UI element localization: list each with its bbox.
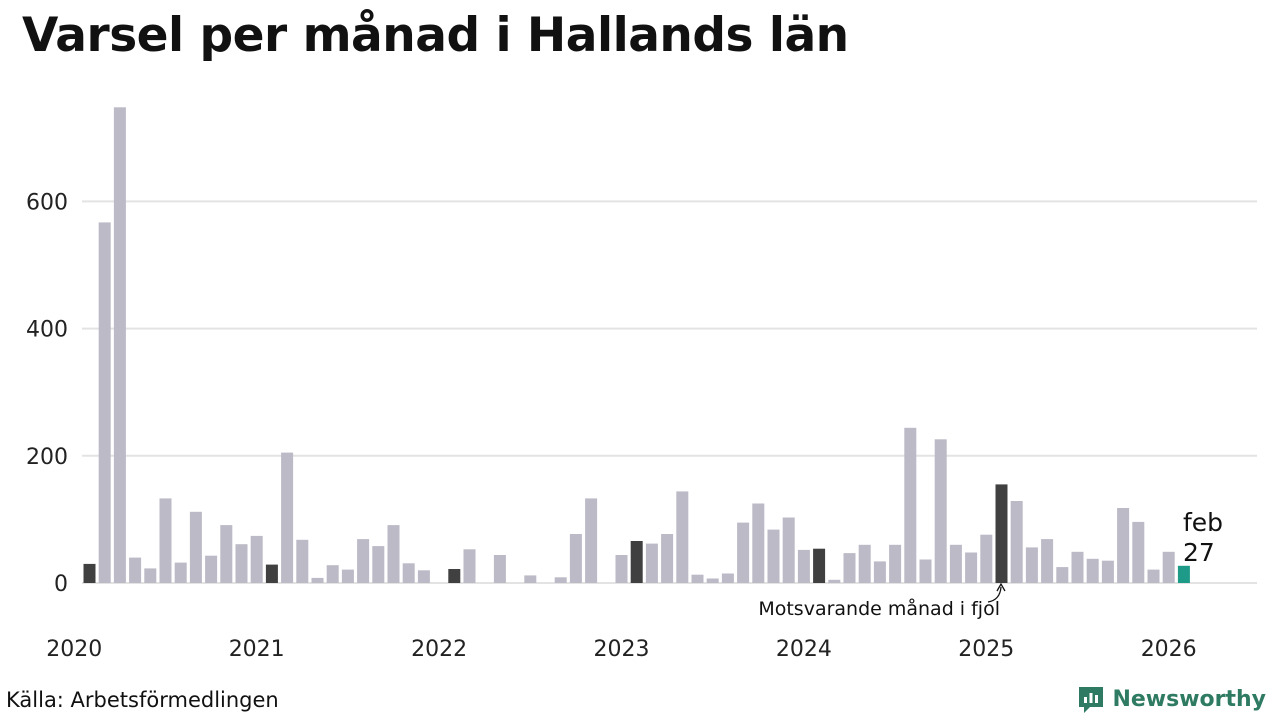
bar-2020-11 — [220, 525, 233, 583]
bar-2025-12 — [1147, 569, 1160, 583]
bar-2022-05 — [493, 555, 506, 583]
bar-same-month-2020-02 — [83, 563, 96, 583]
bar-2021-03 — [281, 452, 294, 583]
bar-2021-07 — [341, 569, 354, 583]
bar-2021-11 — [402, 563, 415, 583]
bar-2020-03 — [98, 222, 111, 583]
source-note: Källa: Arbetsförmedlingen — [6, 688, 279, 712]
latest-month-label: feb — [1183, 508, 1223, 537]
bar-2024-11 — [949, 544, 962, 583]
bar-2024-07 — [889, 544, 902, 583]
bar-same-month-2022-02 — [448, 569, 461, 583]
bar-2024-01 — [797, 549, 810, 583]
x-tick-label: 2023 — [594, 637, 650, 662]
bar-2023-07 — [706, 578, 719, 583]
chart-title: Varsel per månad i Hallands län — [22, 8, 849, 63]
bar-2024-10 — [934, 439, 947, 583]
latest-value: 27 — [1183, 538, 1215, 567]
bar-2023-12 — [782, 517, 795, 583]
bar-2021-06 — [326, 565, 339, 583]
same-month-annotation: Motsvarande månad i fjol — [758, 597, 1000, 620]
bar-same-month-2025-02 — [995, 484, 1008, 583]
bar-2020-08 — [174, 562, 187, 583]
bar-2025-06 — [1056, 567, 1069, 583]
bar-2025-11 — [1132, 521, 1145, 583]
y-tick-label: 200 — [26, 445, 68, 470]
bar-same-month-2024-02 — [813, 548, 826, 583]
bar-same-month-2023-02 — [630, 541, 643, 583]
y-tick-label: 400 — [26, 318, 68, 343]
x-tick-label: 2021 — [229, 637, 285, 662]
x-tick-label: 2024 — [776, 637, 832, 662]
newsworthy-logo: Newsworthy — [1076, 684, 1266, 714]
annotation-arrow — [987, 586, 1002, 603]
bar-2023-11 — [767, 529, 780, 583]
bar-2025-01 — [980, 534, 993, 583]
bar-2021-08 — [357, 539, 370, 583]
bar-2024-09 — [919, 559, 932, 583]
bar-2022-07 — [524, 575, 537, 583]
bar-2022-03 — [463, 549, 476, 583]
bar-2022-10 — [569, 534, 582, 583]
bar-2020-10 — [205, 555, 218, 583]
bar-2025-09 — [1101, 560, 1114, 583]
bars — [83, 107, 1190, 584]
x-axis-ticks: 2020 2021 2022 2023 2024 2025 2026 — [46, 637, 1196, 662]
x-tick-label: 2025 — [958, 637, 1014, 662]
bar-same-month-2021-02 — [265, 564, 278, 583]
bar-2025-08 — [1086, 558, 1099, 583]
bar-latest-2026-02 — [1177, 565, 1190, 583]
bar-2024-08 — [904, 427, 917, 583]
bar-2020-06 — [144, 568, 157, 583]
x-tick-label: 2022 — [411, 637, 467, 662]
bar-2024-05 — [858, 544, 871, 583]
bar-2025-05 — [1041, 539, 1054, 583]
bar-2023-08 — [721, 573, 734, 583]
bar-2021-01 — [250, 535, 263, 583]
bar-2021-04 — [296, 539, 309, 583]
bar-2020-05 — [129, 557, 142, 583]
gridlines — [82, 200, 1257, 584]
bar-2020-09 — [189, 511, 202, 583]
bar-2021-12 — [417, 570, 430, 583]
bar-2020-04 — [113, 107, 126, 584]
newsworthy-logo-icon — [1079, 687, 1104, 713]
bar-2023-04 — [661, 534, 674, 583]
annotation-arrowhead — [996, 582, 1006, 592]
y-tick-label: 600 — [26, 190, 68, 215]
bar-2023-05 — [676, 491, 689, 583]
bar-2023-10 — [752, 503, 765, 583]
bar-2023-09 — [737, 522, 750, 583]
bar-2026-01 — [1162, 551, 1175, 583]
brand-name: Newsworthy — [1112, 686, 1266, 712]
bar-2021-05 — [311, 577, 324, 583]
bar-2024-03 — [828, 579, 841, 583]
x-tick-label: 2026 — [1141, 637, 1197, 662]
bar-2024-04 — [843, 553, 856, 583]
bar-2023-06 — [691, 574, 704, 583]
bar-2020-12 — [235, 544, 248, 583]
bar-2025-07 — [1071, 551, 1084, 583]
y-axis-ticks: 0 200 400 600 — [26, 190, 68, 597]
bar-2021-09 — [372, 546, 385, 583]
bar-2023-03 — [645, 543, 658, 583]
bar-2023-01 — [615, 555, 628, 583]
bar-2025-10 — [1117, 508, 1130, 583]
bar-2021-10 — [387, 525, 400, 583]
bar-2022-09 — [554, 577, 567, 583]
bar-2025-04 — [1025, 547, 1038, 583]
bar-2022-11 — [585, 498, 598, 583]
x-tick-label: 2020 — [46, 637, 102, 662]
bar-2024-06 — [873, 561, 886, 583]
bar-2025-03 — [1010, 501, 1023, 583]
y-tick-label: 0 — [54, 572, 68, 597]
annotation-group: Motsvarande månad i fjol — [758, 582, 1006, 620]
bar-2020-07 — [159, 498, 172, 583]
bar-2024-12 — [965, 552, 978, 583]
latest-value-label: feb 27 — [1183, 508, 1223, 567]
